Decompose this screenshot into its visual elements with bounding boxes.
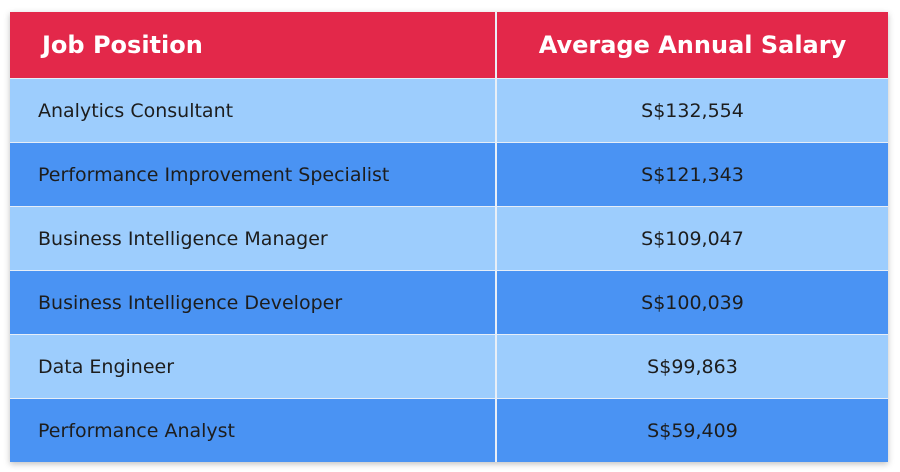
header-cell: Job Position [10,12,497,78]
table-row: Performance Improvement Specialist S$121,… [10,142,888,206]
table-row: Analytics Consultant S$132,554 [10,78,888,142]
job-position: Business Intelligence Manager [10,207,497,270]
job-position: Business Intelligence Developer [10,271,497,334]
salary-table: Job Position Average Annual Salary Analy… [10,12,888,462]
salary: S$109,047 [641,227,744,250]
salary: S$132,554 [641,99,744,122]
job-position: Data Engineer [10,335,497,398]
header-row: Job Position Average Annual Salary [10,12,888,78]
table-row: Business Intelligence Manager S$109,047 [10,206,888,270]
salary: S$121,343 [641,163,744,186]
salary: S$100,039 [641,291,744,314]
table-row: Data Engineer S$99,863 [10,334,888,398]
header-cell: Average Annual Salary [538,31,847,59]
salary: S$99,863 [647,355,738,378]
table-row: Performance Analyst S$59,409 [10,398,888,462]
job-position: Performance Analyst [10,399,497,462]
job-position: Analytics Consultant [10,79,497,142]
table-row: Business Intelligence Developer S$100,039 [10,270,888,334]
job-position: Performance Improvement Specialist [10,143,497,206]
salary: S$59,409 [647,419,738,442]
